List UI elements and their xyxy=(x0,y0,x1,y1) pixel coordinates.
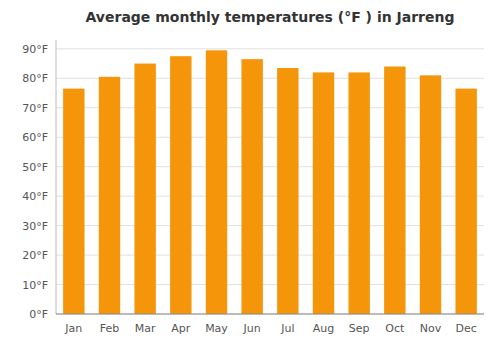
y-tick-label: 10°F xyxy=(22,279,48,292)
chart-container: Average monthly temperatures (°F ) in Ja… xyxy=(0,0,500,350)
x-tick-label: Jan xyxy=(64,322,82,335)
bars xyxy=(63,50,477,314)
bar xyxy=(313,72,334,314)
y-tick-label: 40°F xyxy=(22,190,48,203)
y-tick-label: 30°F xyxy=(22,220,48,233)
x-tick-label: Jun xyxy=(243,322,261,335)
bar xyxy=(206,50,227,314)
grid-line xyxy=(56,314,484,315)
y-tick-label: 80°F xyxy=(22,72,48,85)
x-axis-line xyxy=(56,314,484,315)
y-grid xyxy=(56,49,484,314)
y-tick-label: 50°F xyxy=(22,161,48,174)
y-tick-label: 70°F xyxy=(22,102,48,115)
bar xyxy=(99,77,120,314)
x-tick-label: Aug xyxy=(313,322,334,335)
x-tick-label: Jul xyxy=(280,322,294,335)
x-tick-label: Dec xyxy=(456,322,477,335)
bar xyxy=(348,72,369,314)
x-tick-label: Feb xyxy=(100,322,119,335)
y-tick-label: 60°F xyxy=(22,131,48,144)
chart-svg: Average monthly temperatures (°F ) in Ja… xyxy=(0,0,500,350)
bar xyxy=(170,56,191,314)
bar xyxy=(455,89,476,314)
bar xyxy=(384,67,405,314)
y-tick-label: 90°F xyxy=(22,43,48,56)
x-tick-label: Nov xyxy=(420,322,442,335)
x-tick-label: Oct xyxy=(385,322,405,335)
bar xyxy=(420,75,441,314)
title: Average monthly temperatures (°F ) in Ja… xyxy=(86,9,455,25)
y-axis-line xyxy=(56,40,57,314)
bar xyxy=(63,89,84,314)
x-tick-label: May xyxy=(205,322,228,335)
x-tick-label: Apr xyxy=(171,322,191,335)
y-tick-label: 20°F xyxy=(22,249,48,262)
y-tick-label: 0°F xyxy=(29,308,48,321)
x-tick-label: Sep xyxy=(349,322,370,335)
bar xyxy=(241,59,262,314)
bar xyxy=(277,68,298,314)
x-tick-label: Mar xyxy=(135,322,156,335)
grid-line xyxy=(56,48,484,49)
bar xyxy=(134,64,155,314)
